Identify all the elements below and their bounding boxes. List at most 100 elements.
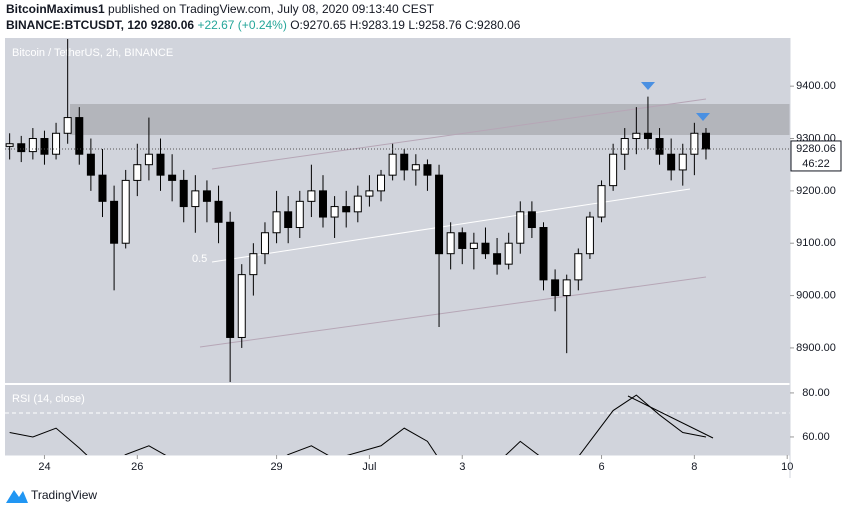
x-tick-label: Jul xyxy=(362,461,376,473)
candle-body xyxy=(574,253,583,281)
author: BitcoinMaximus1 xyxy=(6,2,105,16)
candle-body xyxy=(98,174,107,202)
plot: 8900.009000.009100.009200.009300.009400.… xyxy=(5,39,842,473)
candle-body xyxy=(539,227,548,281)
candle-body xyxy=(411,164,420,171)
y-tick-label: 9000.00 xyxy=(796,289,836,301)
x-tick-label: 10 xyxy=(781,461,793,473)
candle-body xyxy=(493,253,502,265)
rsi-pane xyxy=(5,385,790,455)
candle-body xyxy=(609,153,618,187)
candle-body xyxy=(377,174,386,192)
candle-body xyxy=(388,153,397,176)
candle-body xyxy=(365,190,374,197)
candle-body xyxy=(435,174,444,255)
price-pane xyxy=(5,38,790,383)
candle-body xyxy=(260,232,269,255)
candle-body xyxy=(307,190,316,202)
candle-body xyxy=(690,132,699,155)
candle-body xyxy=(481,242,490,255)
candle-body xyxy=(353,195,362,213)
change: +22.67 (+0.24%) xyxy=(197,18,286,32)
candle-body xyxy=(667,153,676,171)
x-tick-label: 26 xyxy=(131,461,143,473)
resistance-zone xyxy=(70,104,790,135)
candle-body xyxy=(330,206,339,218)
candle-body xyxy=(86,153,95,176)
candle-body xyxy=(272,211,281,234)
candle-body xyxy=(202,190,211,202)
x-tick-label: 8 xyxy=(691,461,697,473)
candle-body xyxy=(133,164,142,181)
x-tick-label: 6 xyxy=(598,461,604,473)
candle-body xyxy=(423,164,432,176)
candle-body xyxy=(620,138,629,155)
candle-body xyxy=(655,138,664,155)
y-tick-label: 60.00 xyxy=(802,431,830,443)
logo xyxy=(6,490,28,503)
candle-body xyxy=(249,253,258,276)
candle-body xyxy=(527,211,536,229)
channel-lower xyxy=(199,276,707,348)
rsi-trendline xyxy=(627,395,714,439)
candle-body xyxy=(597,185,606,218)
y-tick-label: 9400.00 xyxy=(796,80,836,92)
candle-body xyxy=(110,200,119,244)
candle-body xyxy=(63,117,72,134)
candle-body xyxy=(446,232,455,255)
candle-body xyxy=(400,153,409,171)
candle-body xyxy=(40,138,49,155)
candle-body xyxy=(551,279,560,297)
close: C:9280.06 xyxy=(465,18,521,32)
candle-body xyxy=(643,132,652,140)
candle-body xyxy=(295,200,304,229)
countdown: 46:22 xyxy=(802,158,830,170)
symbol-line: BINANCE:BTCUSDT, 120 9280.06 +22.67 (+0.… xyxy=(6,18,521,32)
candle-body xyxy=(284,211,293,229)
channel-upper xyxy=(211,98,707,170)
candle-body xyxy=(156,153,165,176)
candle-body xyxy=(121,179,130,244)
x-tick-label: 24 xyxy=(38,461,50,473)
y-tick-label: 9200.00 xyxy=(796,185,836,197)
y-tick-label: 80.00 xyxy=(802,387,830,399)
candle-body xyxy=(318,190,327,218)
header-line: BitcoinMaximus1 published on TradingView… xyxy=(6,2,435,16)
published: published on TradingView.com, July 08, 2… xyxy=(108,2,435,16)
candle-body xyxy=(191,190,200,208)
low: L:9258.76 xyxy=(408,18,462,32)
candle-body xyxy=(28,138,37,153)
price-badge xyxy=(790,140,842,172)
series xyxy=(5,39,710,382)
rsi-line xyxy=(9,394,707,455)
candle-body xyxy=(458,232,467,249)
open: O:9270.65 xyxy=(290,18,346,32)
y-tick-label: 9100.00 xyxy=(796,237,836,249)
candle-body xyxy=(168,174,177,181)
marker xyxy=(641,82,655,90)
candle-body xyxy=(342,206,351,213)
candle-body xyxy=(585,216,594,255)
candle-body xyxy=(52,132,61,155)
fib-label: 0.5 xyxy=(192,253,207,265)
candle-body xyxy=(237,274,246,338)
candle-body xyxy=(516,211,525,244)
y-tick-label: 8900.00 xyxy=(796,342,836,354)
brand: TradingView xyxy=(6,488,97,503)
candle-body xyxy=(75,117,84,155)
pane-title: RSI (14, close) xyxy=(12,393,85,405)
last: 9280.06 xyxy=(151,18,195,32)
candle-body xyxy=(469,242,478,249)
high: H:9283.19 xyxy=(350,18,406,32)
candle-body xyxy=(504,242,513,265)
candle-body xyxy=(17,143,26,153)
x-tick-label: 29 xyxy=(270,461,282,473)
candle-body xyxy=(179,179,188,208)
candle-body xyxy=(144,153,153,166)
candle-body xyxy=(678,153,687,171)
brand-name: TradingView xyxy=(31,488,97,502)
candle-body xyxy=(5,143,14,147)
candle-body xyxy=(701,132,710,150)
